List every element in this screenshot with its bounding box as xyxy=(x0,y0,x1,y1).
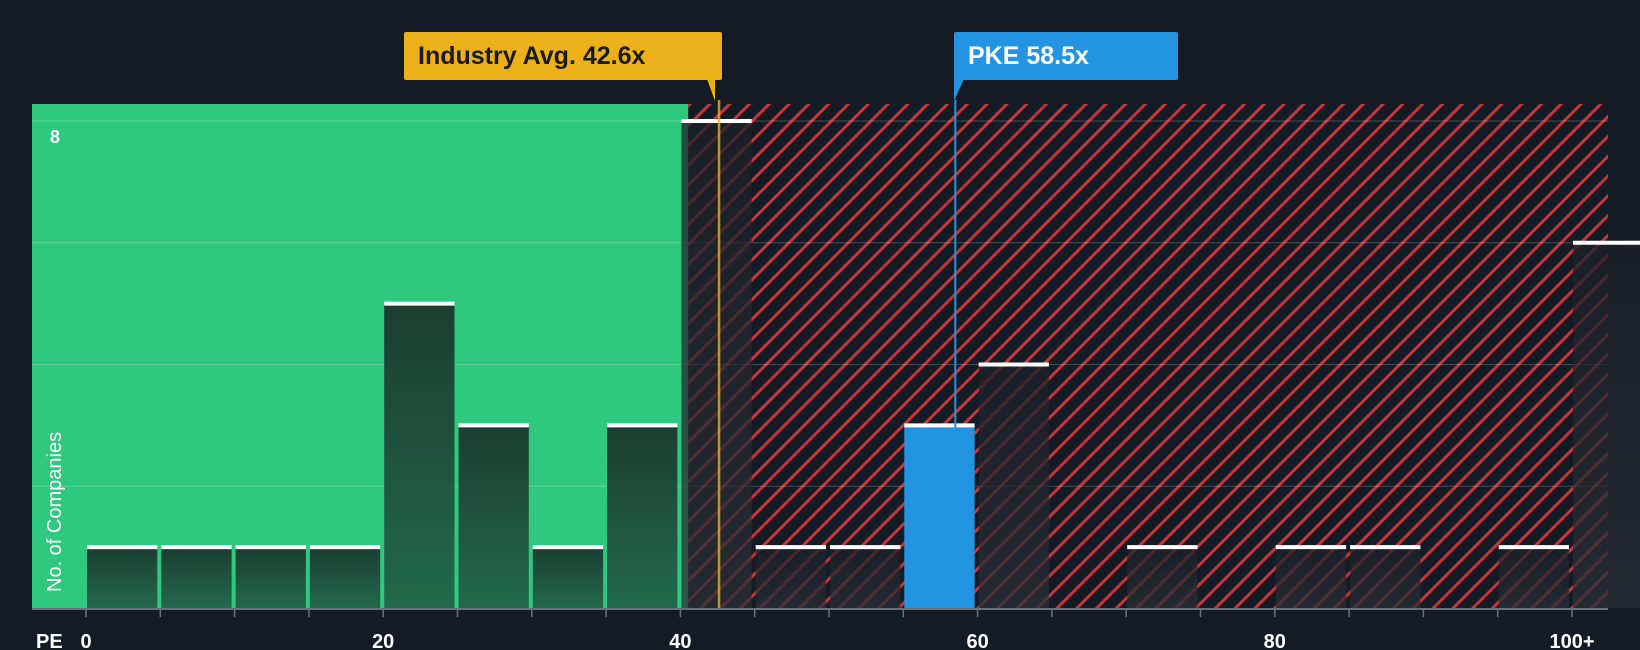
histogram-bar xyxy=(532,547,604,608)
bar-cap xyxy=(904,423,975,428)
bar-cap xyxy=(1573,240,1640,245)
chart-gridlines xyxy=(32,120,1608,487)
x-tick-label: 100+ xyxy=(1549,631,1594,650)
x-tick-label: 80 xyxy=(1264,631,1286,650)
histogram-bar xyxy=(1498,547,1569,608)
bar-cap xyxy=(607,423,678,428)
undervalued-zone xyxy=(32,104,689,608)
histogram-bar xyxy=(87,547,158,608)
company-bar xyxy=(904,425,975,608)
histogram-bar xyxy=(1350,547,1421,608)
bar-cap xyxy=(87,545,158,550)
histogram-bar xyxy=(978,364,1049,608)
bar-cap xyxy=(1275,545,1347,550)
histogram-bar xyxy=(830,547,901,608)
bar-cap xyxy=(681,119,752,123)
histogram-bar xyxy=(161,547,232,608)
chart-axis: 0 20 40 60 80 100+ PE 8 xyxy=(32,127,1608,650)
industry-average-pointer xyxy=(707,79,715,101)
histogram-bar xyxy=(755,547,826,608)
bar-cap xyxy=(1498,545,1569,550)
histogram-bar xyxy=(458,425,529,608)
histogram-bar xyxy=(681,121,752,608)
histogram-bar xyxy=(1275,547,1347,608)
chart-markers xyxy=(717,100,957,608)
chart-zones xyxy=(32,104,1608,608)
x-axis-title: PE xyxy=(36,631,63,650)
bar-cap xyxy=(458,423,529,428)
x-tick-label: 40 xyxy=(669,631,691,650)
histogram-bar xyxy=(384,303,455,608)
bar-cap xyxy=(235,545,306,550)
industry-average-label: Industry Avg. 42.6x xyxy=(418,42,646,70)
bar-cap xyxy=(384,301,455,306)
bar-cap xyxy=(532,545,604,550)
bar-cap xyxy=(161,545,232,550)
histogram-bar xyxy=(309,547,381,608)
bar-cap xyxy=(1127,545,1198,550)
company-pe-label: PKE 58.5x xyxy=(968,42,1089,70)
y-tick-label: 8 xyxy=(50,127,60,147)
histogram-bar xyxy=(1573,242,1640,608)
histogram-bar xyxy=(235,547,306,608)
bar-cap xyxy=(755,545,826,550)
bar-cap xyxy=(309,545,381,550)
x-tick-label: 20 xyxy=(372,631,394,650)
bar-cap xyxy=(1350,545,1421,550)
bar-cap xyxy=(978,362,1049,367)
chart-bars xyxy=(87,119,1640,608)
histogram-bar xyxy=(1127,547,1198,608)
x-tick-label: 60 xyxy=(966,631,988,650)
overvalued-zone xyxy=(688,104,1608,608)
y-axis-label: No. of Companies xyxy=(44,431,66,592)
industry-average-callout: Industry Avg. 42.6x xyxy=(404,32,722,80)
bar-cap xyxy=(830,545,901,550)
histogram-bar xyxy=(607,425,678,608)
company-pe-callout: PKE 58.5x xyxy=(954,32,1178,80)
company-pe-pointer xyxy=(954,79,964,101)
x-tick-label: 0 xyxy=(80,631,91,650)
